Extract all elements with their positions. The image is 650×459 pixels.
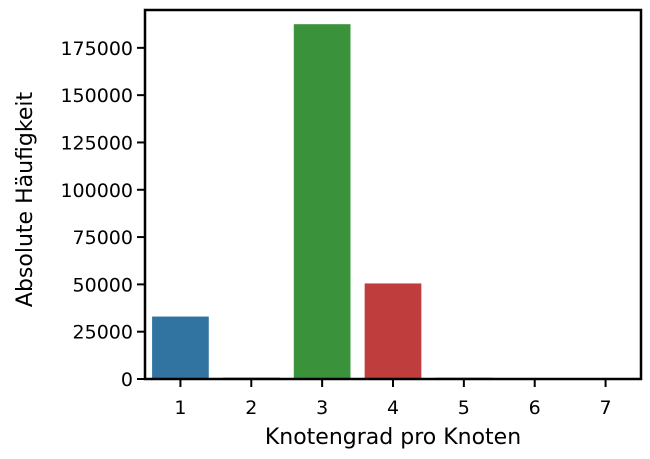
- y-tick-label: 175000: [60, 38, 133, 60]
- x-tick-label: 6: [529, 397, 541, 419]
- x-tick-label: 7: [600, 397, 612, 419]
- x-tick-label: 4: [387, 397, 399, 419]
- y-tick-label: 150000: [60, 85, 133, 107]
- y-axis-ticks: 0 25000 50000 75000 100000 125000 150000 175000: [60, 38, 145, 391]
- bars-group: [152, 24, 634, 379]
- x-axis-ticks: 1 2 3 4 5 6 7: [174, 379, 612, 419]
- x-tick-label: 5: [458, 397, 470, 419]
- x-tick-label: 2: [245, 397, 257, 419]
- x-tick-label: 3: [316, 397, 328, 419]
- x-axis-label: Knotengrad pro Knoten: [265, 425, 521, 450]
- y-tick-label: 0: [121, 369, 133, 391]
- y-tick-label: 25000: [73, 322, 133, 344]
- bar-4: [364, 283, 422, 379]
- bar-1: [152, 316, 209, 379]
- y-tick-label: 125000: [60, 132, 133, 154]
- x-tick-label: 1: [174, 397, 186, 419]
- y-tick-label: 50000: [73, 274, 133, 296]
- y-tick-label: 100000: [60, 180, 133, 202]
- bar-3: [293, 24, 351, 379]
- plot-frame: [143, 8, 643, 381]
- y-tick-label: 75000: [73, 227, 133, 249]
- y-axis-label: Absolute Häufigkeit: [13, 92, 38, 308]
